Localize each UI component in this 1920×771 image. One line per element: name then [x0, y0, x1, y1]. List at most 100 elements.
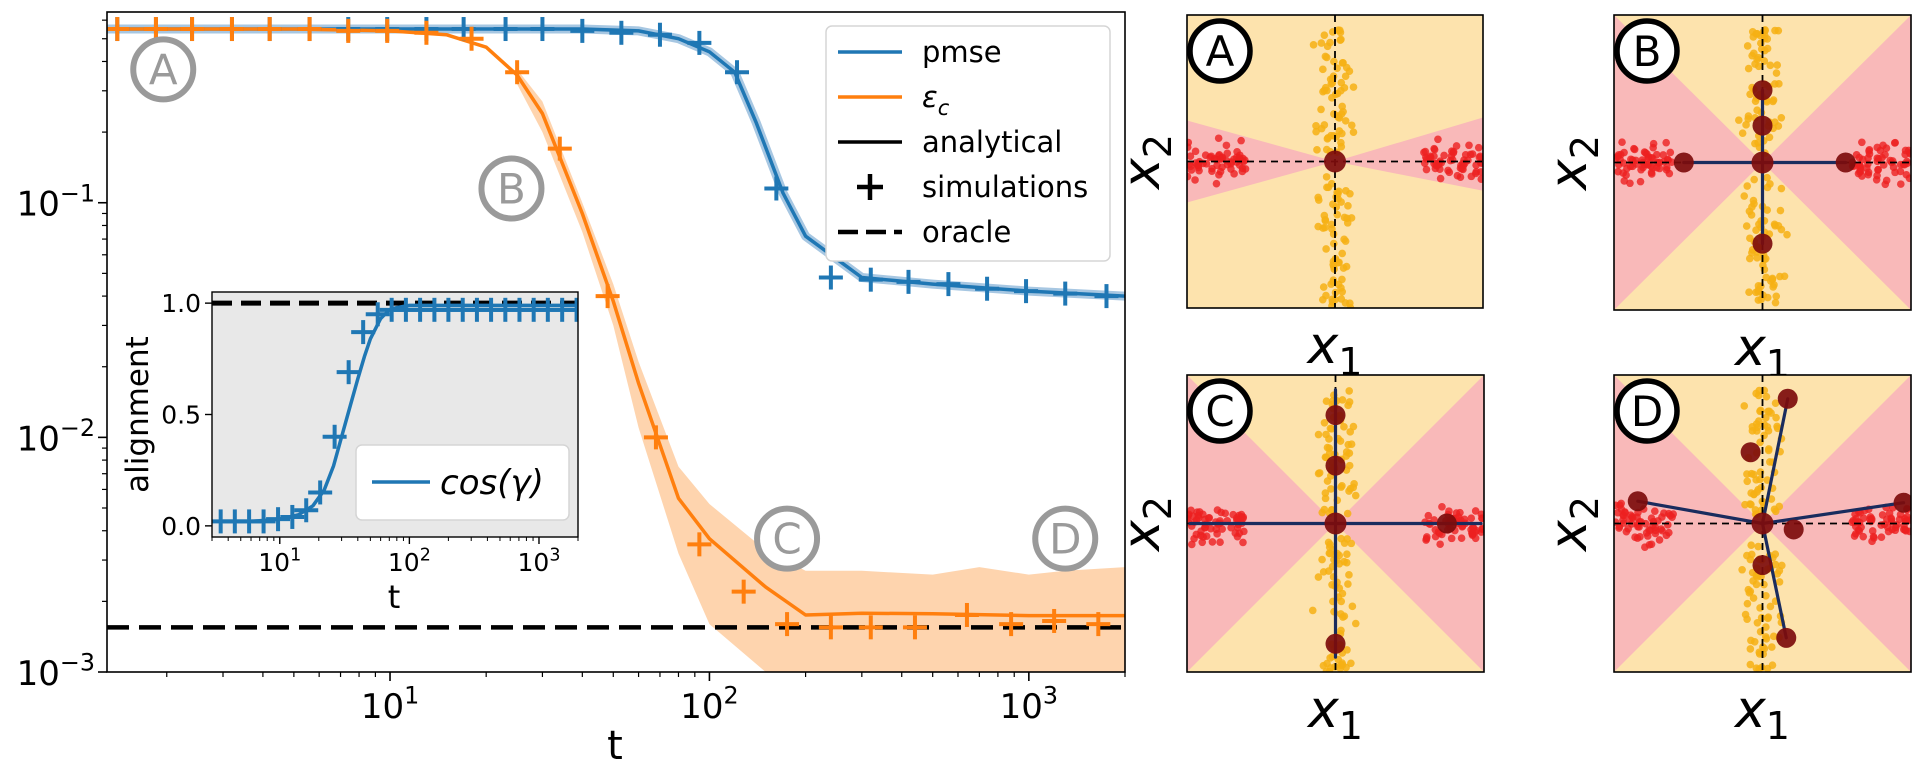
- data-point-yellow: [1743, 42, 1752, 50]
- data-point-yellow: [1755, 648, 1764, 657]
- data-point-yellow: [1351, 491, 1360, 500]
- data-point-red: [1431, 525, 1440, 534]
- data-point-red: [1891, 526, 1900, 535]
- data-point-red: [1903, 513, 1911, 521]
- data-point-red: [1239, 538, 1247, 547]
- data-point-yellow: [1345, 461, 1354, 470]
- data-point-red: [1475, 153, 1483, 162]
- data-point-red: [1868, 537, 1876, 546]
- data-point-red: [1877, 521, 1886, 529]
- data-point-red: [1191, 176, 1199, 184]
- data-point-yellow: [1755, 665, 1763, 672]
- data-point-yellow: [1767, 409, 1775, 417]
- data-point-yellow: [1322, 291, 1330, 300]
- data-point-yellow: [1343, 550, 1351, 558]
- eps-confidence-band: [517, 69, 1125, 672]
- panel-content: [1187, 15, 1483, 308]
- data-point-yellow: [1777, 184, 1786, 193]
- inset-legend-box: [355, 444, 570, 521]
- data-point-yellow: [1775, 567, 1784, 575]
- data-point-yellow: [1746, 234, 1754, 243]
- data-point-red: [1456, 508, 1464, 517]
- data-point-yellow: [1340, 213, 1349, 222]
- data-point-yellow: [1309, 41, 1318, 49]
- data-point-red: [1619, 516, 1627, 525]
- data-point-red: [1643, 160, 1652, 169]
- data-point-red: [1655, 536, 1664, 544]
- data-point-red: [1438, 502, 1446, 511]
- panel-badge-label: B: [1633, 27, 1662, 76]
- data-point-yellow: [1343, 535, 1351, 543]
- legend-box: [825, 25, 1111, 262]
- data-point-yellow: [1742, 222, 1751, 230]
- data-point-yellow: [1329, 230, 1338, 238]
- data-point-yellow: [1335, 127, 1344, 135]
- data-point-yellow: [1332, 193, 1340, 201]
- data-point-yellow: [1774, 221, 1783, 230]
- data-point-yellow: [1326, 540, 1334, 549]
- panel-badge: [1614, 378, 1680, 444]
- data-point-red: [1230, 170, 1238, 178]
- data-point-yellow: [1763, 423, 1772, 431]
- main-plot: A B C D 101 102 103 10−3 10−2 10−1 t: [17, 11, 1126, 769]
- data-point-red: [1864, 160, 1872, 168]
- data-point-yellow: [1760, 57, 1769, 65]
- data-point-red: [1237, 136, 1245, 145]
- data-point-yellow: [1771, 298, 1780, 307]
- panel-frame: [1186, 374, 1485, 673]
- data-point-yellow: [1327, 485, 1335, 493]
- data-point-red: [1430, 145, 1439, 154]
- data-point-yellow: [1746, 660, 1755, 669]
- data-point-red: [1468, 150, 1477, 158]
- data-point-red: [1614, 508, 1622, 517]
- data-point-yellow: [1770, 505, 1779, 514]
- data-point-red: [1655, 158, 1664, 167]
- data-point-yellow: [1754, 53, 1763, 62]
- data-point-yellow: [1345, 449, 1354, 457]
- data-point-red: [1665, 528, 1673, 537]
- data-point-yellow: [1763, 476, 1772, 484]
- data-point-yellow: [1744, 112, 1753, 120]
- data-point-yellow: [1344, 580, 1352, 588]
- data-point-yellow: [1330, 57, 1338, 66]
- data-point-yellow: [1320, 31, 1329, 39]
- data-point-yellow: [1320, 121, 1329, 129]
- data-point-yellow: [1314, 573, 1323, 581]
- inset-x-tick-label: 103: [518, 546, 561, 578]
- data-point-yellow: [1771, 550, 1780, 559]
- centroid-point: [1324, 512, 1347, 535]
- data-point-red: [1471, 169, 1480, 178]
- data-point-yellow: [1734, 116, 1743, 124]
- data-point-yellow: [1747, 500, 1755, 509]
- panel-x-label: x1: [1306, 680, 1363, 748]
- data-point-yellow: [1755, 386, 1764, 395]
- panel-content: [1614, 15, 1911, 310]
- data-point-yellow: [1738, 129, 1747, 137]
- data-point-red: [1214, 134, 1223, 143]
- data-point-red: [1858, 138, 1866, 147]
- data-point-yellow: [1320, 418, 1329, 427]
- data-point-red: [1617, 499, 1626, 508]
- data-point-yellow: [1318, 555, 1326, 564]
- panel-x-label: x1: [1306, 316, 1363, 384]
- data-point-red: [1467, 514, 1476, 523]
- centroid-trajectory: [1760, 501, 1906, 526]
- inset-y-axis-label: alignment: [120, 336, 156, 493]
- data-point-yellow: [1750, 490, 1758, 499]
- data-point-yellow: [1743, 551, 1751, 560]
- stage-marker-label: A: [149, 45, 178, 94]
- panel-frame: [1186, 14, 1484, 309]
- data-point-red: [1618, 138, 1626, 147]
- data-point-yellow: [1760, 255, 1769, 264]
- data-point-red: [1240, 527, 1248, 536]
- data-point-red: [1850, 532, 1859, 540]
- data-point-yellow: [1347, 440, 1356, 449]
- data-point-yellow: [1745, 207, 1754, 216]
- data-point-red: [1864, 170, 1873, 179]
- data-point-red: [1212, 179, 1221, 188]
- data-point-yellow: [1771, 80, 1779, 88]
- data-point-yellow: [1747, 541, 1755, 549]
- data-point-yellow: [1338, 249, 1347, 258]
- data-point-red: [1440, 151, 1448, 160]
- data-point-yellow: [1328, 506, 1336, 514]
